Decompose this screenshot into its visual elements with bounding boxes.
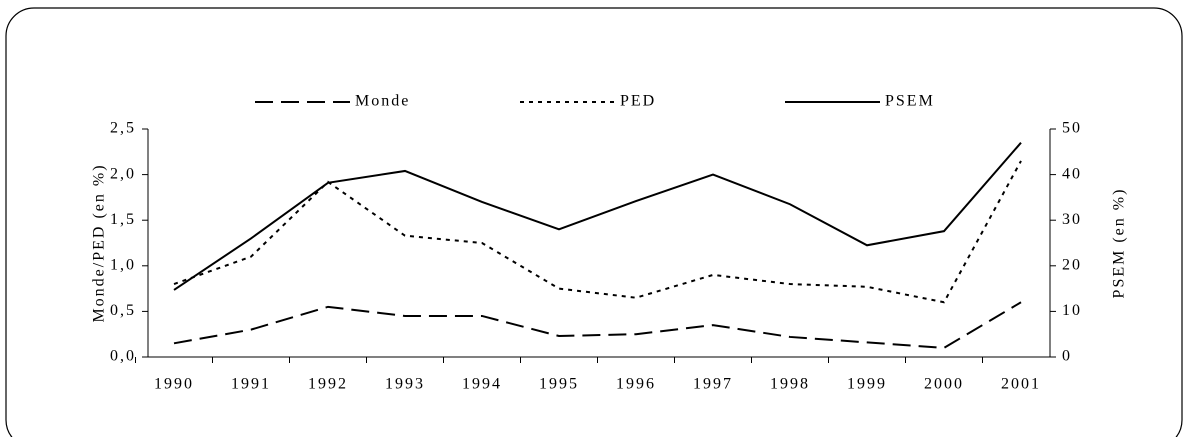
y2-tick-label: 50 <box>1062 120 1082 137</box>
legend-label: PSEM <box>885 93 935 110</box>
series-line <box>173 160 1022 304</box>
x-tick-label: 1996 <box>616 376 656 393</box>
y-tick-label: 1,0 <box>110 256 136 273</box>
x-tick-label: 1994 <box>462 376 502 393</box>
y-axis-label: Monde/PED (en %) <box>91 163 108 322</box>
y2-tick-label: 40 <box>1062 165 1082 182</box>
y2-tick-label: 10 <box>1062 302 1082 319</box>
x-tick-label: 1990 <box>154 376 194 393</box>
x-tick-label: 2001 <box>1001 376 1041 393</box>
y2-axis-label: PSEM (en %) <box>1111 188 1128 299</box>
x-tick-label: 1992 <box>308 376 348 393</box>
series-line <box>173 142 1022 291</box>
legend-label: PED <box>620 93 656 110</box>
y-tick-label: 2,5 <box>110 120 136 137</box>
x-tick-label: 1999 <box>847 376 887 393</box>
x-tick-label: 2000 <box>924 376 964 393</box>
x-tick-label: 1991 <box>231 376 271 393</box>
legend-label: Monde <box>355 93 410 110</box>
x-tick-label: 1995 <box>539 376 579 393</box>
y-tick-label: 1,5 <box>110 211 136 228</box>
y2-tick-label: 0 <box>1062 348 1072 365</box>
x-tick-label: 1993 <box>385 376 425 393</box>
y2-tick-label: 30 <box>1062 211 1082 228</box>
y-tick-label: 0,0 <box>110 348 136 365</box>
x-tick-label: 1998 <box>770 376 810 393</box>
y2-tick-label: 20 <box>1062 256 1082 273</box>
y-tick-label: 2,0 <box>110 165 136 182</box>
frame <box>5 7 1183 442</box>
x-tick-label: 1997 <box>693 376 733 393</box>
y-tick-label: 0,5 <box>110 302 136 319</box>
series-line <box>173 301 1022 349</box>
